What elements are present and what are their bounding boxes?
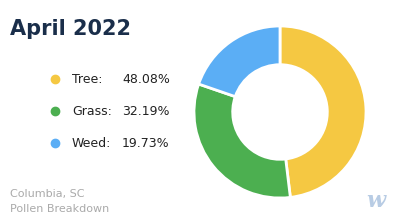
Wedge shape — [199, 26, 280, 97]
Text: Columbia, SC
Pollen Breakdown: Columbia, SC Pollen Breakdown — [10, 189, 109, 214]
Text: Grass:: Grass: — [72, 105, 112, 118]
Text: w: w — [366, 190, 385, 212]
Text: Tree:: Tree: — [72, 73, 102, 86]
Text: Weed:: Weed: — [72, 136, 111, 149]
Text: 19.73%: 19.73% — [122, 136, 170, 149]
Wedge shape — [280, 26, 366, 197]
Text: April 2022: April 2022 — [10, 19, 131, 39]
Wedge shape — [194, 84, 290, 198]
Text: 48.08%: 48.08% — [122, 73, 170, 86]
Text: 32.19%: 32.19% — [122, 105, 170, 118]
